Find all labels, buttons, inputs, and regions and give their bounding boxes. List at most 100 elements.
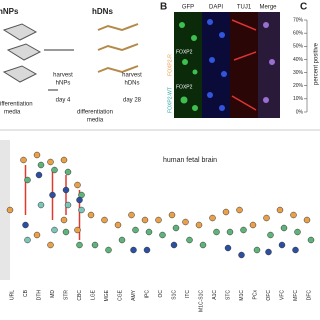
merge — [263, 22, 275, 103]
dot — [141, 216, 149, 224]
dot — [24, 176, 31, 184]
chart-title: human fetal brain — [163, 157, 217, 164]
dot — [114, 221, 122, 229]
x-tick-label: IPC — [144, 290, 150, 299]
arrow — [44, 49, 74, 91]
x-tick-label: STR — [63, 290, 69, 300]
dot — [222, 208, 230, 216]
dot — [172, 224, 180, 232]
label: media — [4, 110, 21, 116]
dot — [64, 201, 72, 209]
dot — [159, 231, 166, 239]
x-tick-label: URL — [9, 290, 15, 300]
label: day 4 — [56, 98, 71, 104]
label: ifferentiation — [0, 102, 33, 108]
x-tick-label: CB — [23, 289, 29, 297]
label: day 28 — [123, 98, 142, 104]
dot — [64, 168, 72, 176]
x-tick-label: MGE — [104, 289, 110, 301]
x-tick-label: VFC — [279, 290, 285, 300]
dot — [132, 226, 139, 234]
dot — [22, 221, 29, 229]
label: differentiation — [77, 110, 113, 116]
x-tick-label: DTH — [36, 290, 42, 301]
dot — [209, 214, 216, 222]
y-tick-label: 40% — [293, 57, 304, 63]
dot — [74, 181, 81, 189]
y-tick-label: 30% — [293, 70, 304, 76]
x-tick-label: M1C-S1C — [198, 290, 204, 312]
dot — [253, 246, 261, 254]
column-label: TUJ1 — [237, 5, 252, 11]
micrograph — [258, 47, 280, 82]
neuron-icons — [97, 23, 139, 74]
x-tick-label: CBC — [77, 290, 83, 301]
x-tick-label: STC — [225, 290, 231, 300]
dot — [35, 171, 43, 179]
dot — [118, 236, 126, 244]
x-tick-label: MFC — [293, 290, 299, 301]
label: media — [87, 118, 104, 124]
panel-letter: C — [300, 2, 307, 13]
column-label: Merge — [259, 5, 277, 11]
row-label: FOXP2-R — [167, 54, 173, 76]
dot — [76, 196, 83, 204]
x-tick-label: OC — [158, 290, 164, 298]
dot — [60, 216, 68, 224]
dot — [74, 226, 81, 234]
dot — [47, 158, 54, 166]
dot — [145, 228, 153, 236]
dot — [91, 241, 99, 249]
dot — [155, 216, 162, 224]
column-label: DAPI — [209, 5, 223, 11]
dot — [76, 241, 83, 249]
panel-c: C percent positive 0% 10% 20% 30% 40% 50% 60% 7… — [293, 2, 320, 116]
micrograph — [174, 47, 202, 82]
x-tick-label: PCx — [252, 290, 258, 300]
dot — [33, 231, 41, 239]
dot — [267, 231, 274, 239]
dot — [51, 226, 58, 234]
x-tick-label: LGE — [90, 289, 96, 300]
label: hNPs — [0, 7, 19, 16]
dot — [37, 161, 45, 169]
dot — [78, 206, 85, 214]
dot — [276, 206, 284, 214]
dot — [199, 241, 207, 249]
x-tick-label: DFC — [306, 290, 312, 301]
dot — [303, 216, 311, 224]
row-label: CTRL — [167, 23, 173, 36]
micrograph — [202, 47, 230, 82]
dot — [280, 224, 288, 232]
dot — [87, 211, 95, 219]
inset-label: FOXP2 — [176, 49, 193, 55]
dot — [128, 211, 135, 219]
dot — [24, 236, 31, 244]
label: harvest — [53, 73, 73, 79]
dot — [263, 214, 270, 222]
row-label: FOXP2-WT — [167, 87, 173, 113]
dot — [168, 211, 176, 219]
x-tick-label: OFC — [266, 290, 272, 301]
dot — [290, 211, 297, 219]
x-tick-label: A1C — [212, 290, 218, 300]
dot — [240, 226, 247, 234]
dot — [143, 246, 151, 254]
dot — [62, 228, 70, 236]
y-tick-label: 60% — [293, 30, 304, 36]
label: harvest — [122, 73, 142, 79]
neurites — [231, 19, 257, 111]
dot — [182, 218, 189, 226]
x-tick-label: AMY — [131, 289, 137, 301]
dot — [130, 246, 137, 254]
dot — [105, 246, 112, 254]
dot — [170, 241, 178, 249]
y-tick-label: 50% — [293, 44, 304, 50]
dot — [51, 166, 58, 174]
x-tick-label: S1C — [171, 290, 177, 300]
dot — [307, 236, 315, 244]
x-tick-label: MD — [50, 290, 56, 298]
panel-a: hNPs hDNs harvest hNPs day 4 harvest hDN… — [0, 7, 142, 123]
micrograph — [174, 82, 202, 118]
